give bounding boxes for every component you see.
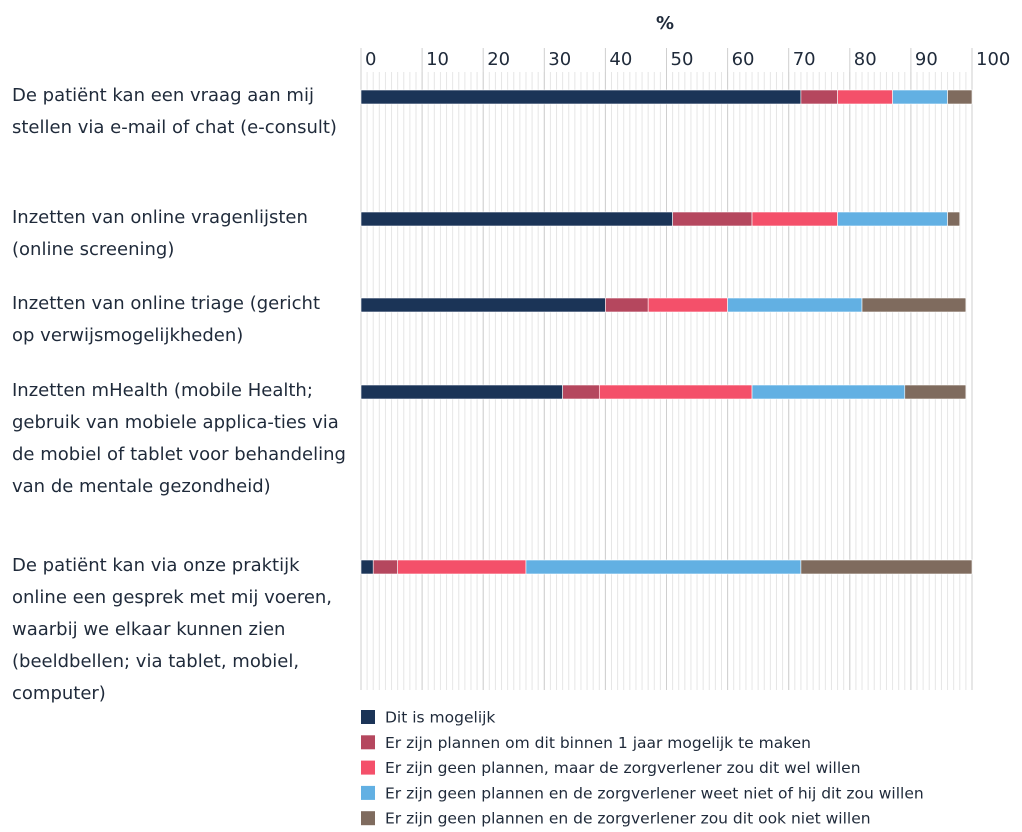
legend-swatch	[361, 785, 375, 800]
legend-label: Er zijn geen plannen en de zorgverlener …	[385, 784, 924, 802]
bar-segment	[372, 559, 398, 575]
bar-segment	[360, 297, 606, 313]
x-tick-label: 40	[609, 49, 632, 70]
x-tick-label: 90	[915, 49, 938, 70]
bar-segment	[837, 211, 948, 227]
legend-swatch	[361, 811, 375, 826]
bar-segment	[360, 559, 374, 575]
bar-segment	[751, 384, 906, 400]
legend-label: Er zijn geen plannen en de zorgverlener …	[385, 810, 871, 828]
bar-segment	[800, 89, 838, 105]
legend-label: Er zijn plannen om dit binnen 1 jaar mog…	[385, 734, 811, 752]
category-label: Inzetten van online triage (gericht op v…	[12, 293, 320, 346]
bar-segment	[800, 559, 973, 575]
bar-segment	[892, 89, 948, 105]
category-label: Inzetten van online vragenlijsten (onlin…	[12, 207, 308, 260]
bar-segment	[360, 384, 563, 400]
x-tick-label: 0	[365, 49, 376, 70]
category-label: De patiënt kan een vraag aan mij stellen…	[12, 85, 337, 138]
bar-segment	[647, 297, 728, 313]
x-tick-label: 70	[793, 49, 816, 70]
bar-segment	[751, 211, 838, 227]
bar-segment	[837, 89, 893, 105]
bar-segment	[861, 297, 967, 313]
bar-segment	[360, 211, 673, 227]
x-tick-label: 10	[426, 49, 449, 70]
x-tick-label: 80	[854, 49, 877, 70]
legend-swatch	[361, 760, 375, 775]
x-tick-label: 50	[671, 49, 694, 70]
category-label: Inzetten mHealth (mobile Health; gebruik…	[12, 380, 346, 497]
bar-segment	[904, 384, 967, 400]
bar-segment	[605, 297, 649, 313]
bar-segment	[672, 211, 753, 227]
legend-swatch	[361, 710, 375, 724]
legend-swatch	[361, 735, 375, 750]
bar-segment	[360, 89, 802, 105]
bar-segment	[562, 384, 600, 400]
legend-label: Er zijn geen plannen, maar de zorgverlen…	[385, 759, 861, 777]
bar-segment	[525, 559, 802, 575]
x-axis-label: %	[656, 13, 674, 34]
category-label: De patiënt kan via onze praktijk online …	[12, 555, 333, 704]
x-tick-label: 20	[487, 49, 510, 70]
legend-label: Dit is mogelijk	[385, 709, 495, 727]
x-tick-label: 30	[548, 49, 571, 70]
bar-segment	[947, 89, 973, 105]
x-tick-label: 100	[976, 49, 1010, 70]
bar-segment	[397, 559, 527, 575]
bar-segment	[947, 211, 961, 227]
bar-segment	[598, 384, 753, 400]
x-tick-label: 60	[732, 49, 755, 70]
bar-segment	[727, 297, 863, 313]
